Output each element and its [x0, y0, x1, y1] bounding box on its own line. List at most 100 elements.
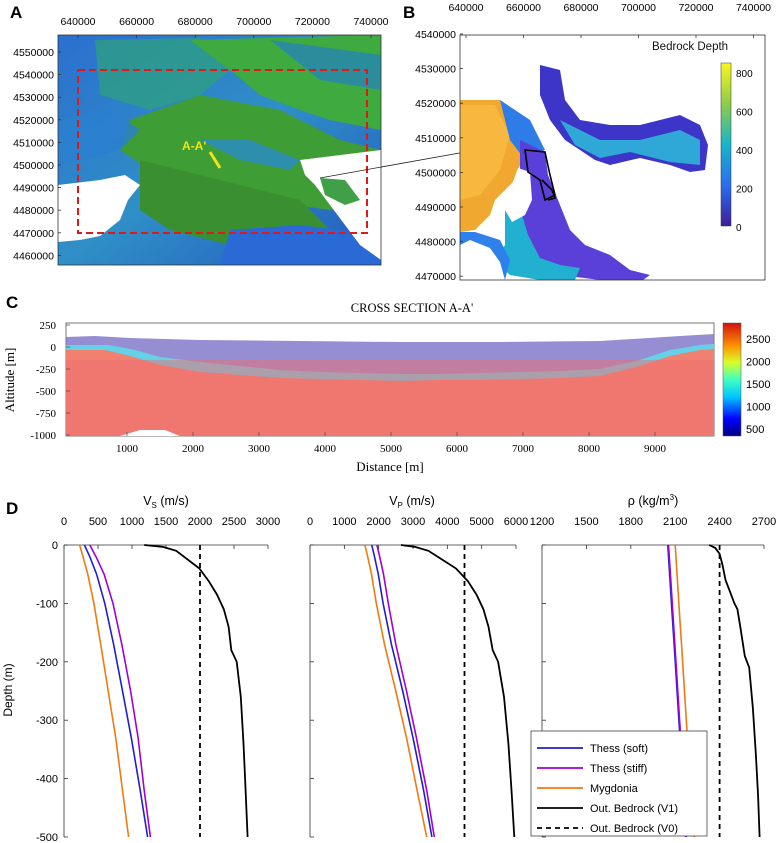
- panel-b-x-tick: 680000: [563, 2, 598, 14]
- series-out-bedrock-v1: [144, 544, 249, 838]
- series-out-bedrock-v1: [400, 544, 516, 838]
- panel-a-x-tick: 700000: [236, 16, 271, 28]
- plot-x-tick: 2500: [222, 516, 246, 528]
- panel-a-y-tick: 4520000: [13, 115, 54, 127]
- series-thess-stiff: [89, 544, 152, 838]
- section-x-tick: 4000: [314, 443, 337, 455]
- plot-x-tick: 500: [89, 516, 107, 528]
- section-x-tick: 6000: [446, 443, 469, 455]
- panel-label-c: C: [6, 293, 18, 312]
- plot-x-tick: 4000: [435, 516, 459, 528]
- section-x-tick: 9000: [644, 443, 667, 455]
- section-x-tick: 7000: [512, 443, 535, 455]
- section-y-tick: 0: [51, 342, 57, 354]
- section-label: A-A': [182, 139, 206, 153]
- legend-label: Out. Bedrock (V0): [590, 823, 678, 835]
- velocity-colorbar-tick: 500: [746, 424, 764, 436]
- velocity-colorbar: [722, 322, 742, 437]
- section-ylabel: Altitude [m]: [2, 348, 17, 413]
- panel-a-x-ticks: 640000 660000 680000 700000 720000 740000: [60, 16, 389, 38]
- plot-x-tick: 1800: [619, 516, 643, 528]
- series-out-bedrock-v1: [708, 544, 761, 838]
- velocity-colorbar-tick: 1500: [746, 379, 770, 391]
- section-x-tick: 1000: [116, 443, 139, 455]
- panel-b-x-ticks: 640000 660000 680000 700000 720000 740000: [448, 2, 771, 38]
- panel-a-frame: [57, 34, 382, 266]
- panel-a-x-tick: 740000: [353, 16, 388, 28]
- panel-b-y-tick: 4530000: [415, 64, 456, 76]
- terrain-map: [58, 35, 381, 265]
- section-xlabel: Distance [m]: [356, 459, 424, 474]
- depth-colorbar-tick: 0: [736, 223, 742, 234]
- series-thess-stiff: [376, 544, 436, 838]
- panel-a: A-A' 640000 660000 680000 700000 720000 74000…: [13, 16, 494, 266]
- panel-a-x-tick: 680000: [178, 16, 213, 28]
- plot-x-tick: 0: [307, 516, 313, 528]
- panel-label-a: A: [10, 3, 22, 22]
- panel-b-x-tick: 700000: [621, 2, 656, 14]
- plot-x-tick: 2700: [752, 516, 776, 528]
- section-x-ticks: 1000 2000 3000 4000 5000 6000 7000 8000 9000: [116, 432, 667, 455]
- cross-section-title: CROSS SECTION A-A': [351, 301, 473, 315]
- plot-x-tick: 1000: [120, 516, 144, 528]
- velocity-colorbar-tick: 1000: [746, 402, 770, 414]
- panel-a-y-tick: 4510000: [13, 137, 54, 149]
- profile-plot-1: 0 500 1000 1500 2000 2500 3000 0 -100 -200 -300 -40…: [36, 516, 280, 843]
- section-x-tick: 8000: [578, 443, 601, 455]
- velocity-colorbar-tick: 2500: [746, 334, 770, 346]
- study-outline: [524, 149, 556, 202]
- panel-b-y-tick: 4490000: [415, 202, 456, 214]
- section-y-tick: -250: [36, 364, 57, 376]
- depth-colorbar-tick: 800: [736, 69, 753, 80]
- rho-title: ρ (kg/m3): [628, 493, 678, 508]
- legend-items: Thess (soft) Thess (stiff) Mygdonia Out. Be…: [537, 743, 678, 835]
- plot-x-tick: 3000: [401, 516, 425, 528]
- bedrock-depth-map: [460, 65, 708, 280]
- section-y-tick: -750: [36, 408, 57, 420]
- panel-c: CROSS SECTION A-A' 2500-250-500-750-1000…: [2, 301, 770, 474]
- panel-a-x-tick: 720000: [295, 16, 330, 28]
- sea-water: [300, 150, 381, 260]
- plot-y-tick: -400: [36, 774, 58, 786]
- panel-label-b: B: [403, 3, 415, 22]
- depth-ylabel: Depth (m): [1, 663, 15, 716]
- panel-a-y-tick: 4540000: [13, 70, 54, 82]
- plot-x-tick: 5000: [469, 516, 493, 528]
- panel-b-x-tick: 720000: [678, 2, 713, 14]
- plot-x-tick: 1200: [530, 516, 554, 528]
- study-area-box: [77, 69, 368, 234]
- panel-a-y-tick: 4500000: [13, 160, 54, 172]
- plot-x-tick: 2100: [663, 516, 687, 528]
- plot-x-tick: 0: [61, 516, 67, 528]
- section-trace-line: [208, 151, 222, 169]
- plot-x-tick: 1500: [154, 516, 178, 528]
- plot-y-tick: -200: [36, 657, 58, 669]
- panel-a-x-tick: 640000: [60, 16, 95, 28]
- depth-colorbar-tick: 200: [736, 185, 753, 196]
- section-x-tick: 5000: [380, 443, 403, 455]
- panel-b-y-tick: 4510000: [415, 133, 456, 145]
- plot-x-tick: 6000: [504, 516, 528, 528]
- plot-y-tick: -300: [36, 715, 58, 727]
- depth-colorbar-tick: 400: [736, 146, 753, 157]
- panel-b-frame: [459, 34, 766, 281]
- velocity-colorbar-ticks: 2500 2000 1500 1000 500: [746, 334, 770, 436]
- vs-title: VS (m/s): [143, 494, 189, 510]
- panel-b-x-tick: 660000: [506, 2, 541, 14]
- depth-colorbar-tick: 600: [736, 108, 753, 119]
- panel-b-x-tick: 640000: [448, 2, 483, 14]
- panel-d: VS (m/s) VP (m/s) ρ (kg/m3) 0 500 1000 1500…: [1, 493, 776, 843]
- panel-b-y-ticks: 4540000 4530000 4520000 4510000 4500000 44900…: [415, 29, 463, 283]
- series-thess-soft: [371, 544, 433, 838]
- panel-a-y-tick: 4470000: [13, 228, 54, 240]
- plot-x-tick: 2400: [707, 516, 731, 528]
- section-x-tick: 2000: [182, 443, 205, 455]
- plot-y-tick: 0: [52, 540, 58, 552]
- series-thess-soft: [83, 544, 149, 838]
- velocity-colorbar-tick: 2000: [746, 357, 770, 369]
- section-y-tick: -1000: [30, 430, 56, 442]
- panel-a-y-ticks: 4550000 4540000 4530000 4520000 4510000 45000…: [13, 47, 61, 262]
- panel-b: Bedrock Depth 800 600 400 200 0 640000 660000…: [415, 2, 771, 283]
- plot-x-tick: 2000: [366, 516, 390, 528]
